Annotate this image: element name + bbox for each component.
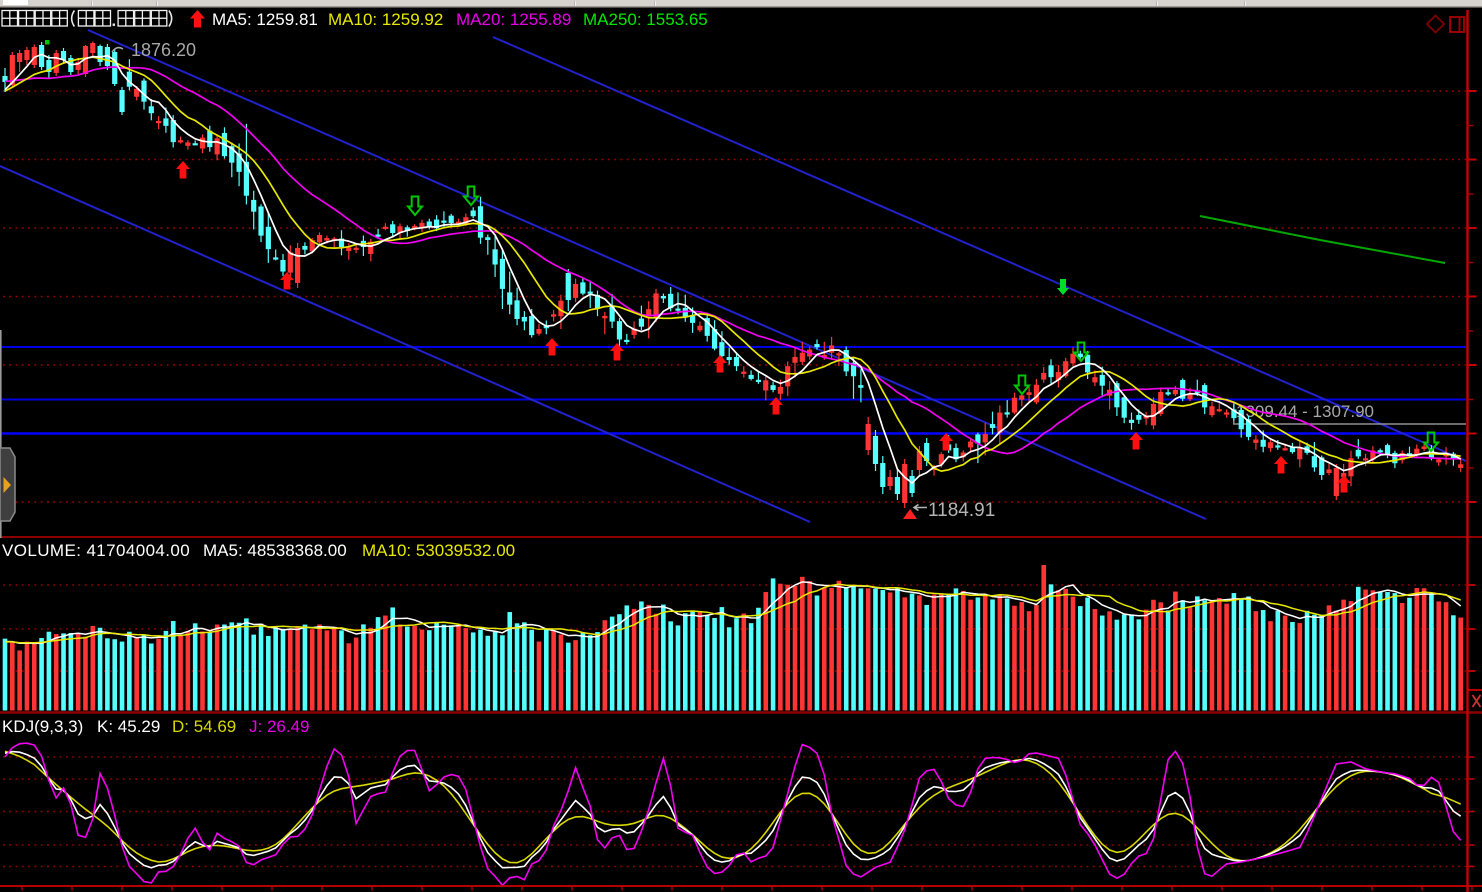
svg-text:MA250: 1553.65: MA250: 1553.65	[583, 10, 708, 29]
svg-text:1309.44 - 1307.90: 1309.44 - 1307.90	[1236, 402, 1374, 421]
svg-text:MA10: 1259.92: MA10: 1259.92	[328, 10, 443, 29]
svg-text:MA5: 1259.81: MA5: 1259.81	[212, 10, 318, 29]
svg-text:MA20: 1255.89: MA20: 1255.89	[456, 10, 571, 29]
svg-text:MA5: 48538368.00: MA5: 48538368.00	[203, 541, 347, 560]
svg-text:D: 54.69: D: 54.69	[172, 717, 236, 736]
svg-text:VOLUME: 41704004.00: VOLUME: 41704004.00	[2, 541, 190, 560]
svg-text:K: 45.29: K: 45.29	[97, 717, 160, 736]
svg-text:1184.91: 1184.91	[928, 500, 995, 521]
svg-text:J: 26.49: J: 26.49	[249, 717, 310, 736]
svg-text:MA10: 53039532.00: MA10: 53039532.00	[362, 541, 515, 560]
svg-text:1876.20: 1876.20	[131, 40, 196, 60]
svg-text:KDJ(9,3,3): KDJ(9,3,3)	[2, 717, 83, 736]
